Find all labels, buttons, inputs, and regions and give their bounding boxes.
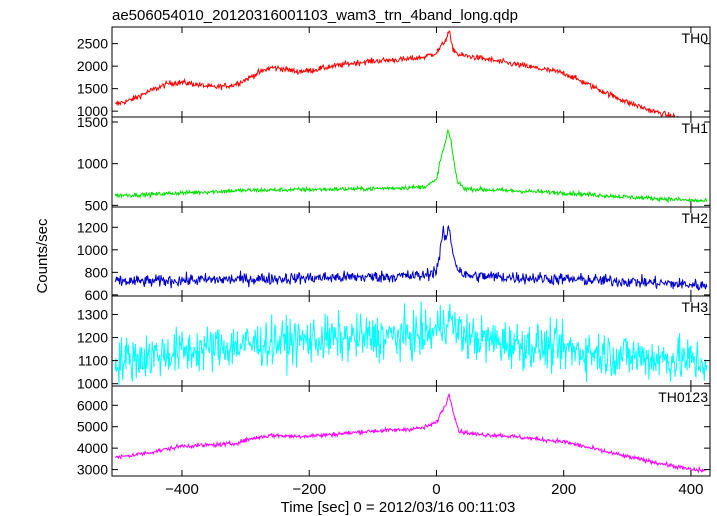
chart-title: ae506054010_20120316001103_wam3_trn_4ban… (112, 7, 518, 24)
panel-label: TH1 (682, 120, 709, 136)
y-tick-label: 1300 (77, 306, 108, 322)
y-axis-label: Counts/sec (34, 218, 51, 294)
y-tick-label: 800 (85, 264, 109, 280)
series-line-th2 (114, 224, 708, 291)
panel-th0: 1000 1500 2000 2500 TH0 (77, 26, 711, 119)
panel-frame (111, 385, 711, 477)
y-tick-label: 1000 (77, 103, 108, 119)
y-tick-label: 1000 (77, 376, 108, 392)
y-tick-label: 4000 (77, 440, 108, 456)
y-tick-label: 1200 (77, 330, 108, 346)
panel-th2: 600 800 1000 1200 TH2 (77, 206, 711, 303)
y-tick-label: 2000 (77, 58, 108, 74)
y-tick-label: 600 (85, 287, 109, 303)
y-tick-label: 1500 (77, 81, 108, 97)
x-axis: −400 −200 0 200 400 (165, 481, 703, 498)
x-tick-label: 200 (551, 481, 576, 498)
panel-th1: 500 1000 1500 TH1 (77, 114, 711, 213)
panel-label: TH2 (682, 210, 709, 226)
panel-label: TH0123 (658, 389, 708, 405)
x-axis-label: Time [sec] 0 = 2012/03/16 00:11:03 (281, 499, 516, 516)
y-tick-label: 5000 (77, 419, 108, 435)
y-tick-label: 1100 (78, 353, 108, 369)
series-line-th0 (114, 30, 684, 117)
series-line-th3 (114, 301, 708, 386)
y-tick-label: 3000 (77, 462, 108, 478)
x-tick-label: −200 (292, 481, 326, 498)
y-tick-label: 6000 (77, 397, 108, 413)
y-tick-label: 1200 (77, 219, 108, 235)
panel-label: TH0 (682, 30, 709, 46)
series-line-th1 (114, 128, 708, 204)
series-line-th0123 (114, 393, 707, 474)
x-tick-label: 400 (678, 481, 703, 498)
y-tick-label: 1000 (77, 156, 108, 172)
panel-frame (111, 26, 711, 118)
y-tick-label: 2500 (77, 36, 108, 52)
y-tick-label: 1500 (77, 114, 108, 130)
panel-th3: 1000 1100 1200 1300 TH3 (77, 295, 711, 392)
y-tick-label: 500 (85, 197, 109, 213)
panel-frame (111, 116, 711, 208)
x-tick-label: 0 (432, 481, 440, 498)
panel-label: TH3 (682, 299, 709, 315)
y-tick-label: 1000 (77, 242, 108, 258)
panel-th0123: 3000 4000 5000 6000 TH0123 (77, 385, 711, 478)
x-tick-label: −400 (165, 481, 199, 498)
